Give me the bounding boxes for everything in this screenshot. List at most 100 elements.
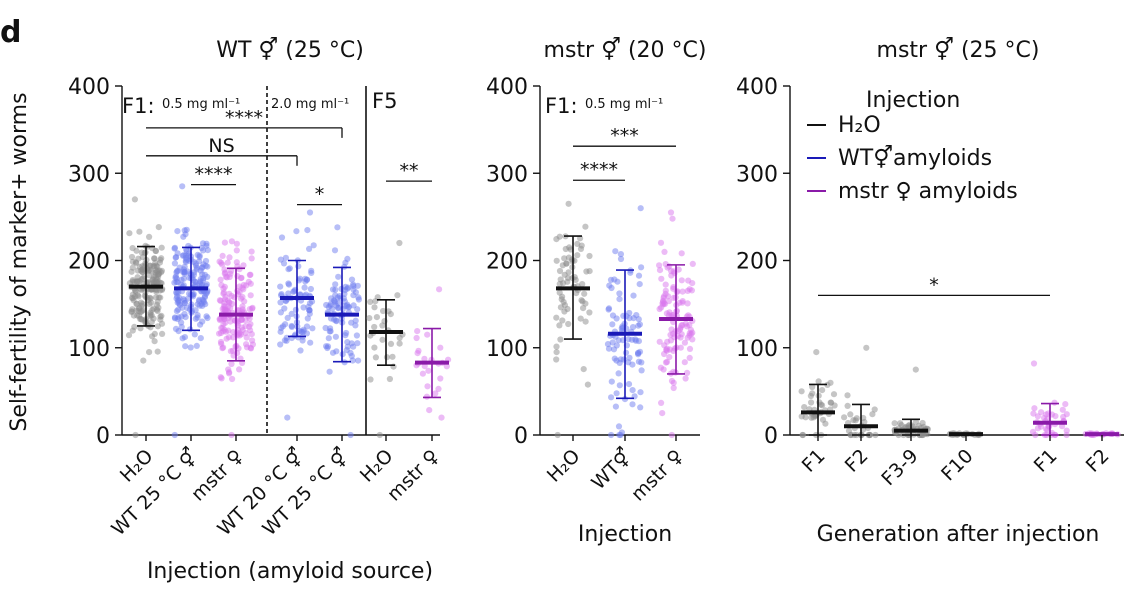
data-point <box>577 245 585 252</box>
data-point <box>221 299 228 306</box>
data-point <box>437 344 444 351</box>
data-point <box>658 275 665 282</box>
data-point <box>344 255 351 262</box>
data-point <box>325 335 332 342</box>
data-point <box>436 286 443 293</box>
data-point <box>158 267 165 274</box>
data-point <box>557 304 565 311</box>
data-point <box>372 354 379 361</box>
y-tick-label: 100 <box>736 337 778 362</box>
legend-label: H₂O <box>838 113 881 138</box>
data-point <box>152 259 159 266</box>
data-point <box>198 244 205 252</box>
data-point <box>1034 425 1041 432</box>
data-point <box>152 247 159 254</box>
data-point <box>580 305 587 312</box>
data-point <box>663 346 670 353</box>
data-point <box>126 230 133 237</box>
data-point <box>608 394 615 401</box>
data-point <box>620 356 627 363</box>
data-point <box>681 339 689 346</box>
data-point <box>564 305 571 313</box>
y-tick-label: 400 <box>68 75 110 100</box>
data-point <box>660 366 667 373</box>
data-point <box>553 356 560 363</box>
data-point <box>670 294 677 301</box>
data-point <box>174 293 181 300</box>
y-tick-label: 400 <box>486 75 528 100</box>
data-point <box>1063 411 1070 418</box>
data-point <box>131 196 138 203</box>
data-point <box>196 253 203 261</box>
data-point <box>331 247 339 254</box>
y-tick-label: 300 <box>486 162 528 187</box>
data-point <box>659 410 666 417</box>
data-point <box>897 420 904 427</box>
data-point <box>181 227 188 234</box>
data-point <box>612 403 620 410</box>
data-point <box>187 326 194 333</box>
data-point <box>844 392 851 399</box>
y-tick-label: 100 <box>486 337 528 362</box>
data-point <box>173 269 180 276</box>
data-point <box>852 417 859 424</box>
data-point <box>132 293 139 300</box>
data-point <box>323 343 330 350</box>
data-point <box>819 387 826 394</box>
data-point <box>247 280 254 287</box>
data-point <box>396 340 403 347</box>
data-point <box>218 375 225 382</box>
data-point <box>841 414 848 421</box>
data-point <box>613 357 620 364</box>
data-point <box>863 344 870 351</box>
data-point <box>586 309 593 316</box>
data-point <box>193 342 200 349</box>
data-point <box>132 431 139 439</box>
data-point <box>279 323 287 330</box>
data-point <box>373 314 380 321</box>
data-point <box>239 303 246 310</box>
data-point <box>684 300 691 307</box>
data-point <box>288 310 295 317</box>
data-point <box>171 260 178 267</box>
data-point <box>305 303 312 310</box>
data-point <box>220 285 227 292</box>
data-point <box>1051 399 1058 406</box>
data-point <box>609 321 616 328</box>
data-point <box>197 267 204 274</box>
data-point <box>1063 431 1070 439</box>
data-point <box>199 318 206 325</box>
data-point <box>608 431 615 439</box>
data-point <box>347 431 354 439</box>
data-point <box>238 274 245 281</box>
data-point <box>656 262 663 269</box>
data-point <box>301 284 308 291</box>
data-point <box>387 340 395 347</box>
data-point <box>308 267 315 274</box>
panel-label: d <box>0 15 21 50</box>
data-point <box>387 311 394 318</box>
data-point <box>394 292 401 299</box>
data-point <box>616 290 623 297</box>
data-point <box>137 267 145 274</box>
series-4 <box>946 430 983 439</box>
data-point <box>380 307 387 315</box>
data-point <box>154 348 161 355</box>
data-point <box>146 294 153 301</box>
data-point <box>616 296 623 303</box>
data-point <box>613 342 620 349</box>
data-point <box>246 306 253 313</box>
data-point <box>247 292 254 299</box>
data-point <box>277 283 284 290</box>
data-point <box>912 418 920 425</box>
data-point <box>1030 410 1037 417</box>
data-point <box>223 335 230 342</box>
data-point <box>638 367 645 374</box>
data-point <box>1034 413 1041 420</box>
data-point <box>561 271 568 278</box>
data-point <box>134 278 141 285</box>
data-point <box>284 414 291 421</box>
significance-label: * <box>315 184 325 206</box>
data-point <box>332 333 339 340</box>
